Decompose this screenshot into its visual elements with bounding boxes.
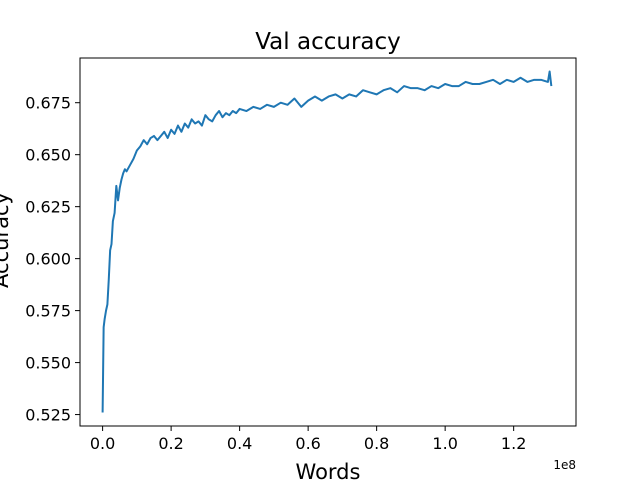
x-tick-label: 0.0: [90, 434, 115, 453]
x-tick-label: 0.4: [227, 434, 252, 453]
x-tick-label: 0.8: [364, 434, 389, 453]
y-tick-label: 0.650: [25, 146, 71, 165]
y-axis-label: Accuracy: [0, 192, 13, 288]
x-tick-label: 1.2: [501, 434, 526, 453]
y-tick-label: 0.550: [25, 354, 71, 373]
y-tick-label: 0.525: [25, 406, 71, 425]
x-tick-label: 1.0: [432, 434, 457, 453]
y-tick-label: 0.600: [25, 250, 71, 269]
y-tick-label: 0.625: [25, 198, 71, 217]
series-line-0: [101, 70, 553, 413]
x-axis-label: Words: [296, 460, 361, 480]
y-tick-label: 0.575: [25, 302, 71, 321]
chart-title: Val accuracy: [255, 29, 401, 55]
y-tick-label: 0.675: [25, 94, 71, 113]
x-tick-label: 0.2: [158, 434, 183, 453]
axis-ticks: 0.0 0.2 0.4 0.6 0.8 1.0 1.2 0.525 0.550 0.575 0.60…: [25, 94, 526, 453]
x-tick-label: 0.6: [295, 434, 320, 453]
series-layer: [101, 70, 553, 413]
x-axis-offset-label: 1e8: [553, 458, 576, 472]
plot-frame: [79, 57, 577, 427]
